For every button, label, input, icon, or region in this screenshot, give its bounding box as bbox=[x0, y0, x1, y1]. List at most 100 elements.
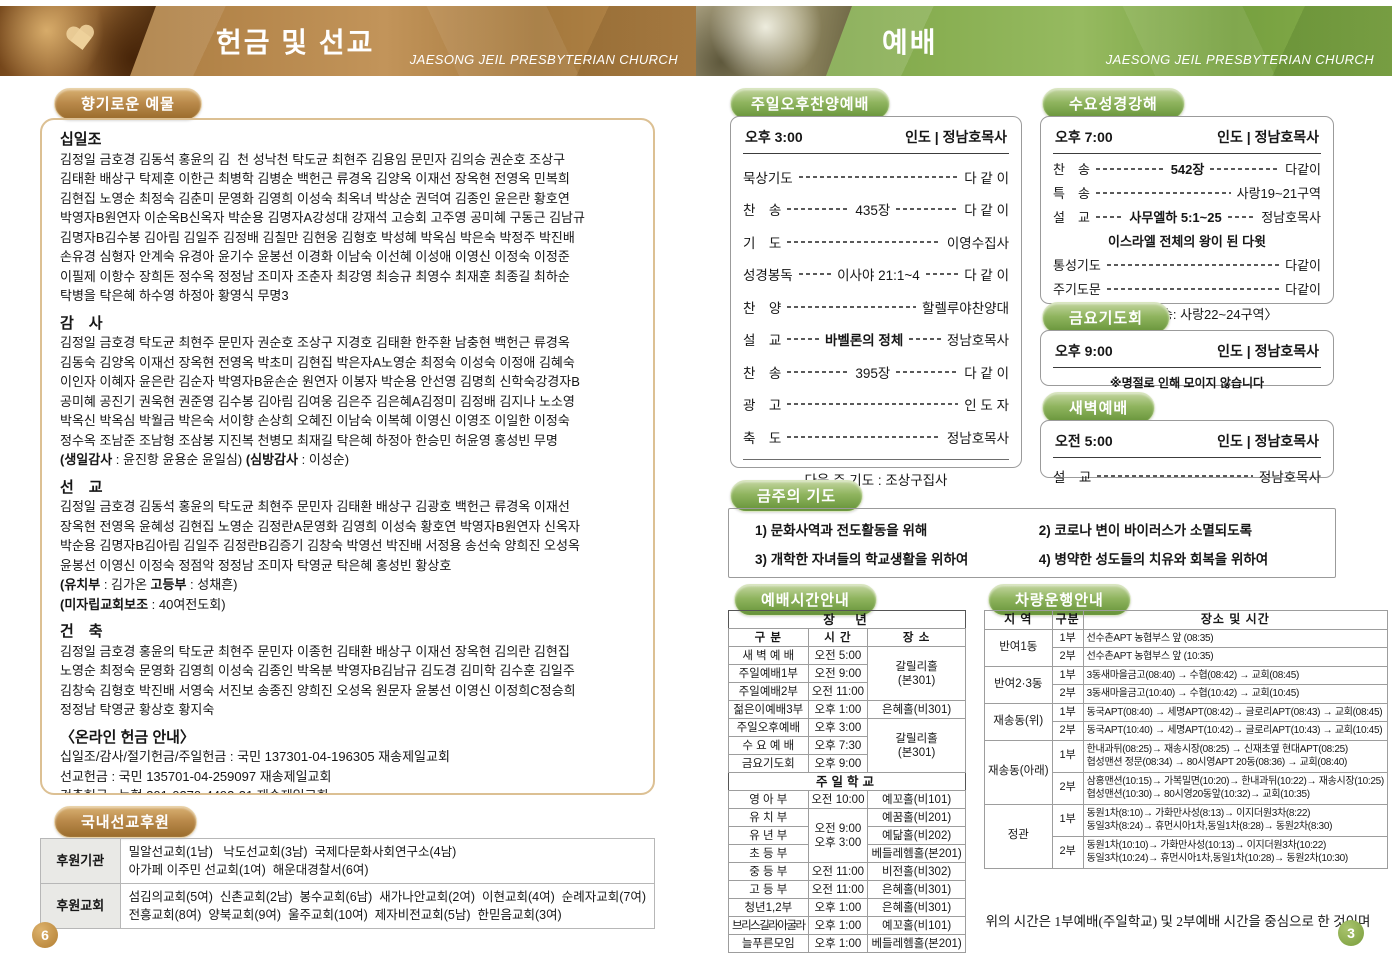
name-line: 김정일 금호경 김동석 홍윤의 탁도균 최현주 문민자 김태환 배상구 김광호 … bbox=[60, 499, 570, 514]
left-header-band: 헌금 및 선교 JAESONG JEIL PRESBYTERIAN CHURCH bbox=[130, 6, 696, 76]
order-item: 기 도 이영수집사 bbox=[743, 235, 1009, 251]
dotted-leader bbox=[787, 435, 941, 438]
table-row: 후원교회 섬김의교회(5여) 신촌교회(2남) 봉수교회(6남) 새가나안교회(… bbox=[40, 883, 656, 929]
table-row: 반여1동 1부 선수촌APT 농협부스 앞 (08:35) bbox=[984, 628, 1388, 667]
wednesday-bible-study-box: 오후 7:00 인도 | 정남호목사 찬 송 542장 다같이 특 송 사랑19~21… bbox=[1040, 116, 1334, 322]
schedule-place-merged: 갈릴리홀 (본301) bbox=[867, 718, 966, 773]
prayer-item: 4) 병약한 성도들의 치유와 회복을 위하여 bbox=[1038, 551, 1269, 567]
section-heading: 감 사 bbox=[60, 314, 103, 332]
dotted-leader bbox=[787, 370, 850, 373]
badge-weekly-prayer: 금주의 기도 bbox=[730, 480, 864, 512]
order-item: 특 송 사랑19~21구역 bbox=[1053, 186, 1321, 201]
friday-cancel-note: ※명절로 인해 모이지 않습니다 bbox=[1109, 376, 1265, 390]
page-number: 6 bbox=[32, 922, 58, 948]
dotted-leader bbox=[1106, 287, 1280, 290]
schedule-col-place: 장 소 bbox=[867, 628, 966, 647]
name-line: 이인자 이혜자 윤은란 김순자 박영자B윤손순 원연자 이봉자 박순용 안선영 … bbox=[60, 374, 580, 389]
church-name: JAESONG JEIL PRESBYTERIAN CHURCH bbox=[409, 52, 678, 67]
service-time: 오후 7:00 bbox=[1055, 129, 1113, 145]
name-line: 김정일 금호경 탁도균 최현주 문민자 권순호 조상구 지경호 김태환 한주환 … bbox=[60, 335, 570, 350]
table-row: 재송동(위) 1부 동국APT(08:40) → 세명APT(08:42)→ 글로리… bbox=[984, 702, 1388, 741]
name-line: 김현집 노영순 최정숙 김춘미 문영화 김영희 이성숙 최옥녀 박상순 권덕여 … bbox=[60, 190, 570, 206]
weekly-prayer-box: 1) 문화사역과 전도활동을 위해 2) 코로나 변이 바이러스가 소멸되도록 … bbox=[728, 508, 1336, 578]
heart-pages-icon bbox=[64, 24, 97, 54]
order-item: 묵상기도 다 같 이 bbox=[743, 170, 1009, 186]
schedule-time-merged: 오전 9:00 오후 3:00 bbox=[807, 808, 869, 863]
name-line: 김정일 금호경 김동석 홍윤의 김 천 성낙천 탁도균 최현주 김용임 문민자 … bbox=[60, 151, 566, 167]
right-header-band: 예배 JAESONG JEIL PRESBYTERIAN CHURCH bbox=[826, 6, 1392, 76]
section-tithe: 십일조 김정일 금호경 김동석 홍윤의 김 천 성낙천 탁도균 최현주 김용임 … bbox=[60, 130, 635, 306]
service-leader: 인도 | 정남호목사 bbox=[1217, 343, 1319, 359]
table-row: 유 치 부 오전 9:00 오후 3:00 예꿈홀(비201) bbox=[728, 808, 966, 863]
right-header-banner: 예배 JAESONG JEIL PRESBYTERIAN CHURCH bbox=[696, 6, 1392, 76]
schedule-place-merged: 갈릴리홀 (본301) bbox=[867, 646, 966, 701]
dawn-worship-box: 오전 5:00 인도 | 정남호목사 설 교 정남호목사 bbox=[1040, 420, 1334, 485]
badge-fragrant-offerings: 향기로운 예물 bbox=[54, 88, 202, 120]
account-line: 십일조/감사/절기헌금/주일헌금 : 국민 137301-04-196305 재… bbox=[60, 749, 450, 764]
dotted-leader bbox=[787, 240, 941, 243]
table-row: 재송동(아래) 1부 한내과뒤(08:25)→ 재송시장(08:25) → 신재초옆… bbox=[984, 739, 1388, 805]
dotted-leader bbox=[787, 305, 917, 308]
schedule-col-type: 구 분 bbox=[728, 628, 809, 647]
account-line: 건축헌금 : 농협 301-0270-4492-31 재송제일교회 bbox=[60, 786, 635, 793]
shuttle-note: 위의 시간은 1부예배(주일학교) 및 2부예배 시간을 중심으로 한 것이며 … bbox=[984, 872, 1372, 957]
sunday-afternoon-worship-box: 오후 3:00 인도 | 정남호목사 묵상기도 다 같 이 찬 송 435장 다 같 … bbox=[730, 116, 1022, 488]
offerings-box: 십일조 김정일 금호경 김동석 홍윤의 김 천 성낙천 탁도균 최현주 김용임 … bbox=[40, 118, 655, 795]
order-item: 찬 송 435장 다 같 이 bbox=[743, 203, 1009, 218]
name-line: 김명자B김수봉 김아림 김일주 김정배 김칠만 김현웅 김형호 박성혜 박옥심 … bbox=[60, 229, 575, 245]
name-line: 장옥현 전영옥 윤혜성 김현집 노영순 김정란A문영화 김영희 이성숙 황호연 … bbox=[60, 518, 580, 534]
table-row: 새 벽 예 배 오전 5:00 갈릴리홀 (본301) bbox=[728, 646, 966, 701]
order-item: 찬 송 542장 다같이 bbox=[1053, 162, 1321, 177]
prayer-item: 2) 코로나 변이 바이러스가 소멸되도록 bbox=[1038, 522, 1253, 538]
service-time: 오전 5:00 bbox=[1055, 433, 1113, 449]
order-item: 성경봉독 이사야 21:1~4 다 같 이 bbox=[743, 268, 1010, 283]
badge-dawn-worship: 새벽예배 bbox=[1042, 392, 1156, 424]
dotted-leader bbox=[909, 338, 941, 340]
table-row: 청년1,2부 오후 1:00 은혜홀(비301) bbox=[728, 898, 966, 917]
mission-note-church-aid: (미자립교회보조 : 40여전도회) bbox=[60, 596, 226, 612]
dotted-leader bbox=[787, 338, 819, 340]
table-row: 브리스길라아굴라 오후 1:00 예꼬홀(비101) bbox=[728, 916, 966, 935]
service-time: 오후 9:00 bbox=[1055, 343, 1113, 359]
table-row: 정관 1부 동원1차(8:10)→ 가화만사성(8:13)→ 이지더원3차(8:22… bbox=[984, 803, 1388, 869]
dotted-leader bbox=[1095, 191, 1231, 194]
name-line: 손유경 심형자 안계숙 유경아 윤기수 윤봉선 이경화 이남숙 이선혜 이성애 … bbox=[60, 249, 570, 264]
section-online-offering: 〈온라인 헌금 안내〉 십일조/감사/절기헌금/주일헌금 : 국민 137301… bbox=[60, 728, 635, 794]
dotted-leader bbox=[1227, 215, 1256, 218]
support-row-value: 섬김의교회(5여) 신촌교회(2남) 봉수교회(6남) 새가나안교회(2여) 이… bbox=[119, 883, 656, 929]
name-line: 노영순 최정숙 문영화 김영희 이성숙 김종인 박옥분 박영자B김남규 김도경 … bbox=[60, 663, 575, 678]
order-item: 축 도 정남호목사 bbox=[743, 430, 1009, 446]
service-leader: 인도 | 정남호목사 bbox=[1217, 433, 1319, 449]
table-row: 2부 동원1차(10:10)→ 가화만사성(10:13)→ 이지더원3차(10:2… bbox=[985, 835, 1388, 869]
name-line: 정수옥 조남준 조남형 조삼봉 지진복 천병모 최재길 탁은혜 하정아 한승민 … bbox=[60, 432, 558, 448]
order-item: 통성기도 다같이 bbox=[1053, 258, 1321, 273]
table-row: 지 역 구분 장소 및 시간 bbox=[984, 610, 1388, 630]
table-row: 주일예배1부 오전 9:00 bbox=[728, 664, 966, 683]
order-item: 설 교 정남호목사 bbox=[1053, 470, 1321, 485]
mission-support-table: 후원기관 밀알선교회(1남) 낙도선교회(3남) 국제다문화사회연구소(4남) … bbox=[40, 838, 656, 929]
name-line: 김창숙 김형호 박진배 서영숙 서진보 송종진 양희진 오성옥 원문자 윤봉선 … bbox=[60, 682, 576, 698]
prayer-item: 3) 개학한 자녀들의 학교생활을 위하여 bbox=[755, 551, 969, 567]
table-row: 늘푸른모임 오후 1:00 베들레헴홀(본201) bbox=[728, 934, 966, 953]
shuttle-schedule-table: 지 역 구분 장소 및 시간 반여1동 1부 선수촌APT 농협부스 앞 (08:3… bbox=[984, 610, 1388, 869]
section-heading: 선 교 bbox=[60, 478, 103, 496]
service-leader: 인도 | 정남호목사 bbox=[1217, 129, 1319, 145]
name-line: 김태환 배상구 탁제훈 이한근 최병학 김병순 백헌근 류경옥 김양옥 이재선 … bbox=[60, 171, 570, 186]
name-line: 김정일 금호경 홍윤의 탁도균 최현주 문민자 이종헌 김태환 배상구 이재선 … bbox=[60, 643, 570, 659]
shuttle-note-line: 위의 시간은 1부예배(주일학교) 및 2부예배 시간을 중심으로 한 것이며 bbox=[985, 914, 1371, 929]
support-row-label: 후원교회 bbox=[40, 883, 121, 929]
account-line: 선교헌금 : 국민 135701-04-259097 재송제일교회 bbox=[60, 768, 332, 784]
name-line: 김동숙 김양옥 이재선 장옥현 전영옥 박초미 김현집 박은자A노영순 최정숙 … bbox=[60, 354, 575, 370]
table-row: 중 등 부 오전 11:00 비전홀(비302) bbox=[728, 862, 966, 881]
name-line: 공미혜 공진기 권욱현 권준영 김수봉 김아림 김여웅 김은주 김은혜A김정미 … bbox=[60, 393, 575, 409]
dotted-leader bbox=[1095, 215, 1124, 218]
order-item: 주기도문 다같이 bbox=[1053, 282, 1321, 297]
service-leader: 인도 | 정남호목사 bbox=[905, 129, 1007, 145]
name-line: 이필제 이항수 장희돈 정수옥 정정남 조미자 조춘자 최강영 최승규 최영수 … bbox=[60, 268, 570, 284]
name-line: 박옥신 박옥심 박월금 박은숙 서이향 손상희 오혜진 이남숙 이복혜 이영신 … bbox=[60, 413, 570, 428]
page-offering-mission: 헌금 및 선교 JAESONG JEIL PRESBYTERIAN CHURCH… bbox=[0, 0, 696, 957]
name-line: 정정남 탁영균 황상호 황지숙 bbox=[60, 702, 215, 717]
dotted-leader bbox=[896, 208, 959, 210]
section-heading: 십일조 bbox=[60, 131, 102, 148]
